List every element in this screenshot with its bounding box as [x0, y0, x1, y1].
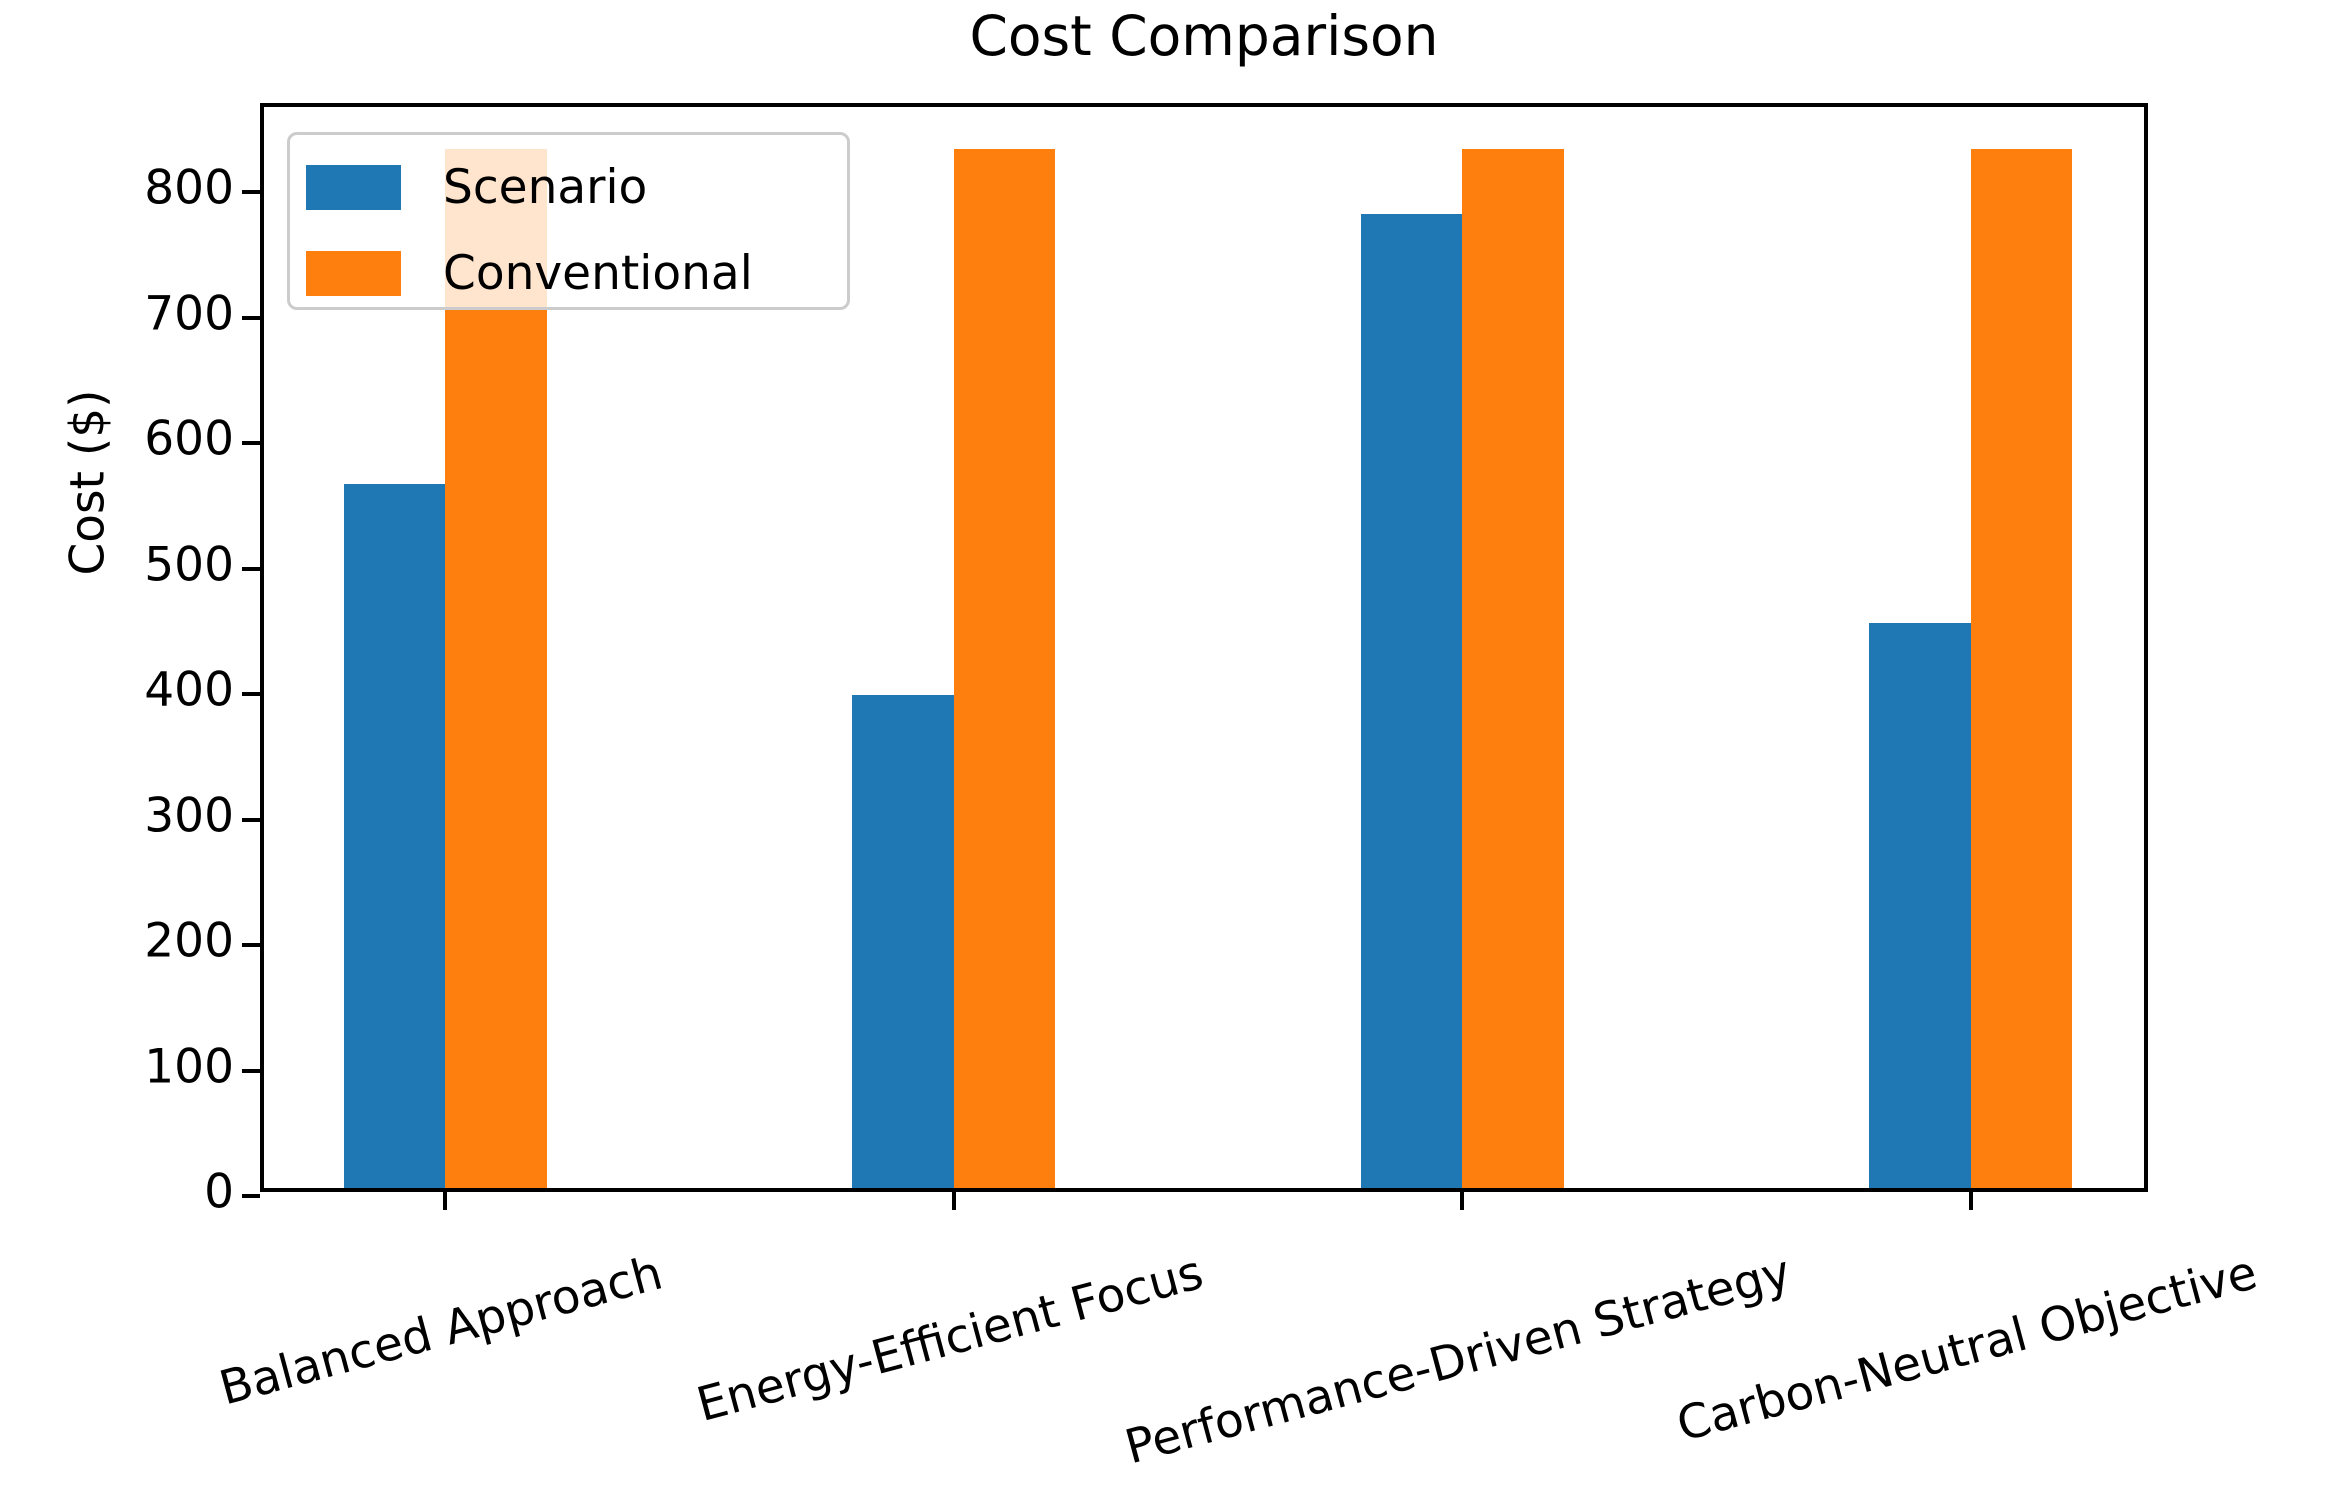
bar-conventional-3 [1462, 149, 1564, 1188]
x-tick-mark [443, 1192, 448, 1210]
y-tick-mark [242, 1068, 260, 1073]
plot-area [242, 103, 2148, 1210]
y-tick-mark [242, 315, 260, 320]
bar-scenario-4 [1869, 623, 1971, 1188]
legend-label: Scenario [443, 159, 648, 215]
x-tick-mark [1460, 1192, 1465, 1210]
legend-label: Conventional [443, 245, 753, 301]
legend-item: Conventional [306, 237, 847, 309]
y-tick-mark [242, 441, 260, 446]
legend-swatch-conventional [306, 250, 401, 296]
y-tick-label: 700 [144, 286, 234, 342]
y-tick-label: 600 [144, 411, 234, 467]
y-tick-label: 200 [144, 913, 234, 969]
bar-conventional-2 [953, 149, 1056, 1188]
y-tick-mark [242, 817, 260, 822]
x-tick-label: Balanced Approach [214, 1245, 669, 1417]
bar-scenario-1 [343, 484, 446, 1188]
chart-title: Cost Comparison [969, 4, 1439, 68]
bar-scenario-3 [1360, 214, 1463, 1188]
y-tick-mark [242, 566, 260, 571]
legend-item: Scenario [306, 151, 847, 223]
y-tick-mark [242, 943, 260, 948]
y-tick-mark [242, 1194, 260, 1198]
bar-conventional-4 [1970, 149, 2073, 1188]
y-tick-label: 0 [204, 1164, 234, 1220]
legend-swatch-scenario [306, 164, 401, 210]
x-tick-mark [951, 1192, 956, 1210]
bar-conventional-1 [445, 149, 547, 1188]
y-tick-label: 100 [144, 1039, 234, 1095]
legend: Scenario Conventional [287, 132, 850, 310]
y-tick-mark [242, 692, 260, 697]
x-tick-label: Energy-Efficient Focus [690, 1244, 1209, 1433]
y-tick-label: 800 [144, 160, 234, 216]
x-tick-mark [1968, 1192, 1973, 1210]
y-tick-label: 400 [144, 662, 234, 718]
bar-scenario-2 [852, 694, 954, 1188]
y-tick-mark [242, 190, 260, 195]
y-tick-label: 500 [144, 537, 234, 593]
y-tick-label: 300 [144, 788, 234, 844]
